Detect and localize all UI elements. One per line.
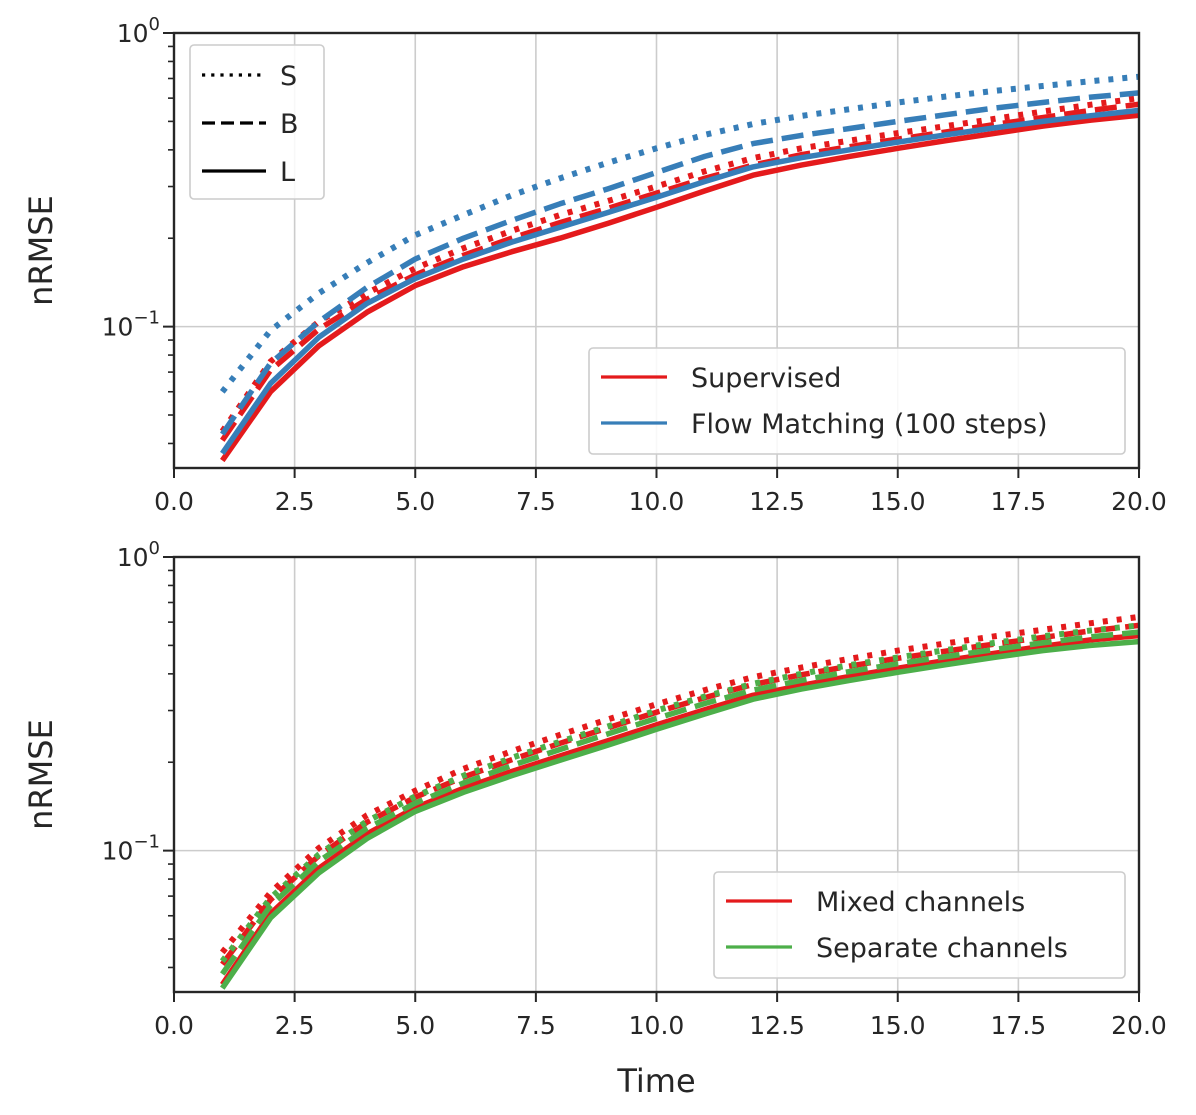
series-group <box>219 73 1139 463</box>
series-line <box>219 73 1139 394</box>
series-line <box>219 95 1139 434</box>
color-legend: Mixed channels Separate channels <box>713 871 1126 979</box>
x-tick-label: 10.0 <box>629 1011 685 1040</box>
x-axis: 0.0 2.5 5.0 7.5 10.0 12.5 15.0 17.5 20.0 <box>154 468 1167 516</box>
series-line <box>219 622 1139 964</box>
series-line <box>220 112 1139 463</box>
x-tick-label: 15.0 <box>870 1011 926 1040</box>
x-tick-label: 17.5 <box>991 1011 1047 1040</box>
series-line <box>220 632 1139 987</box>
y-axis-title: nRMSE <box>22 719 60 830</box>
x-tick-label: 5.0 <box>395 487 435 516</box>
x-tick-label: 12.5 <box>749 1011 805 1040</box>
chart-panel-1: 0.0 2.5 5.0 7.5 10.0 12.5 15.0 17.5 20.010010−1n… <box>22 14 1167 516</box>
color-legend-box <box>588 347 1126 455</box>
y-tick-exponent: 0 <box>149 538 160 559</box>
y-tick-base: 10 <box>117 543 149 572</box>
x-tick-label: 17.5 <box>991 487 1047 516</box>
series-line <box>220 90 1139 436</box>
x-tick-label: 10.0 <box>629 487 685 516</box>
x-tick-label: 2.5 <box>275 1011 315 1040</box>
y-tick-label: 10−1 <box>102 308 160 342</box>
y-tick-base: 10 <box>102 837 134 866</box>
x-tick-label: 20.0 <box>1111 487 1167 516</box>
series-line <box>220 107 1139 455</box>
style-legend-label: S <box>280 61 297 92</box>
y-tick-base: 10 <box>117 19 149 48</box>
color-legend-label: Separate channels <box>816 933 1068 964</box>
x-tick-label: 2.5 <box>275 487 315 516</box>
y-tick-exponent: −1 <box>133 308 160 329</box>
series-line <box>220 638 1139 990</box>
x-tick-label: 5.0 <box>395 1011 435 1040</box>
color-legend-box <box>713 871 1126 979</box>
y-tick-label: 100 <box>117 538 160 572</box>
x-axis-title: Time <box>616 1062 695 1100</box>
y-tick-exponent: 0 <box>149 14 160 35</box>
series-line <box>220 629 1139 976</box>
y-tick-exponent: −1 <box>133 832 160 853</box>
series-line <box>220 622 1139 966</box>
color-legend-label: Mixed channels <box>816 887 1025 918</box>
x-tick-label: 12.5 <box>749 487 805 516</box>
style-legend: SBL <box>189 44 325 200</box>
color-legend: Supervised Flow Matching (100 steps) <box>588 347 1126 455</box>
color-legend-label: Flow Matching (100 steps) <box>691 409 1048 440</box>
chart-panel-2: 0.0 2.5 5.0 7.5 10.0 12.5 15.0 17.5 20.010010−1n… <box>22 538 1167 1100</box>
y-tick-label: 100 <box>117 14 160 48</box>
series-group <box>219 613 1139 990</box>
x-tick-label: 0.0 <box>154 487 194 516</box>
x-tick-label: 20.0 <box>1111 1011 1167 1040</box>
y-tick-base: 10 <box>102 313 134 342</box>
series-line <box>219 613 1139 955</box>
series-line <box>220 101 1139 442</box>
x-tick-label: 0.0 <box>154 1011 194 1040</box>
style-legend-box <box>189 44 325 200</box>
x-axis: 0.0 2.5 5.0 7.5 10.0 12.5 15.0 17.5 20.0 <box>154 992 1167 1040</box>
x-tick-label: 15.0 <box>870 487 926 516</box>
style-legend-label: B <box>280 109 299 140</box>
y-axis-title: nRMSE <box>22 195 60 306</box>
x-tick-label: 7.5 <box>516 1011 556 1040</box>
x-tick-label: 7.5 <box>516 487 556 516</box>
color-legend-label: Supervised <box>691 363 841 394</box>
y-tick-label: 10−1 <box>102 832 160 866</box>
style-legend-label: L <box>280 157 295 188</box>
